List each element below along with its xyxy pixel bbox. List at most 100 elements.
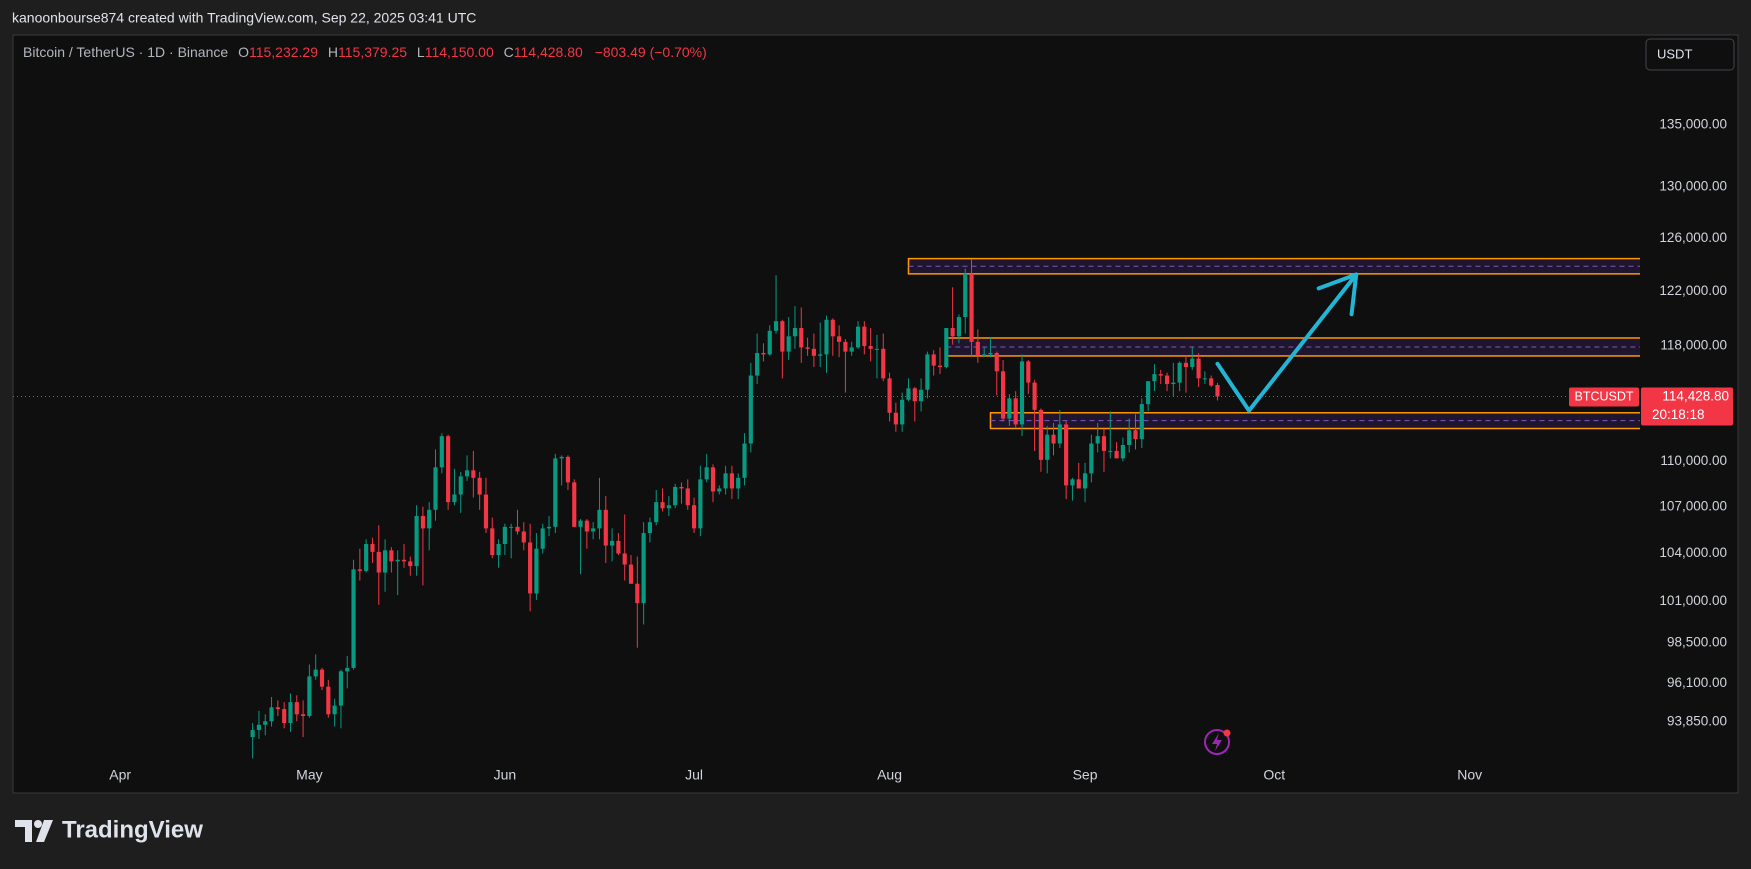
candle-body — [597, 509, 602, 529]
candle-body — [275, 707, 280, 710]
candle-body — [584, 520, 589, 532]
candle-body — [761, 353, 766, 355]
candle-body — [1158, 374, 1163, 376]
candle-body — [1171, 382, 1176, 385]
candle-body — [401, 559, 407, 562]
x-tick-label: Sep — [1073, 767, 1098, 783]
candle-body — [1177, 362, 1182, 383]
candle-body — [654, 502, 659, 523]
legend-value: 114,428.80 — [514, 44, 583, 60]
candle-body — [685, 488, 690, 506]
candle-body — [521, 531, 526, 543]
candle-body — [263, 721, 268, 725]
candle-body — [1120, 444, 1125, 459]
candle-body — [1127, 430, 1132, 445]
price-tag — [1641, 387, 1733, 426]
candle-body — [414, 515, 419, 567]
candle-body — [427, 509, 432, 529]
candle-body — [313, 669, 318, 677]
candle-body — [1051, 434, 1056, 444]
arrow-head — [1316, 272, 1359, 317]
candle-body — [824, 319, 829, 355]
candle-body — [433, 467, 438, 510]
legend-value: 114,150.00 — [425, 44, 494, 60]
candle-body — [666, 505, 671, 509]
candle-body — [307, 676, 312, 717]
candle-body — [540, 528, 545, 549]
candle-body — [635, 583, 640, 604]
candle-body — [326, 686, 331, 715]
candle-body — [357, 569, 362, 571]
y-tick-label: 93,850.00 — [1667, 714, 1727, 729]
candle-body — [269, 707, 274, 722]
candle-body — [1183, 362, 1189, 368]
candle-body — [490, 528, 495, 556]
candle-body — [578, 520, 583, 527]
candle-body — [1000, 371, 1006, 419]
alert-icon[interactable] — [1204, 729, 1231, 755]
x-tick-label: Jun — [494, 767, 517, 783]
candle-body — [691, 505, 697, 529]
candle-body — [1070, 479, 1075, 486]
x-tick-label: Jul — [685, 767, 703, 783]
candle-body — [301, 714, 306, 717]
symbol-tag-label: BTCUSDT — [1574, 389, 1633, 403]
currency-button[interactable] — [1645, 38, 1735, 71]
candle-body — [641, 533, 646, 604]
candle-body — [755, 353, 760, 376]
candle-body — [868, 346, 873, 349]
candle-body — [742, 443, 747, 478]
candle-body — [376, 551, 381, 573]
candle-body — [553, 458, 558, 527]
candle-body — [944, 328, 949, 368]
candle-body — [572, 482, 577, 527]
candle-body — [963, 273, 968, 318]
candle-body — [925, 354, 930, 390]
legend-key: H — [328, 44, 338, 60]
logo-mark — [36, 820, 53, 842]
candle-body — [1057, 424, 1062, 444]
logo-mark — [15, 820, 32, 842]
candle-body — [565, 456, 571, 483]
x-tick-label: Aug — [877, 767, 902, 783]
legend: Bitcoin / TetherUS · 1D · Binance O115,2… — [23, 44, 707, 60]
price-tag-label: 114,428.80 — [1662, 389, 1729, 404]
legend-value: 115,232.29 — [249, 44, 318, 60]
candle-body — [862, 326, 867, 347]
candle-body — [1215, 385, 1220, 397]
candle-body — [786, 336, 791, 352]
candle-body — [477, 477, 482, 495]
candle-body — [748, 375, 753, 444]
candle-body — [446, 436, 451, 503]
candle-body — [591, 528, 596, 532]
candle-body — [969, 273, 974, 342]
candle-body — [988, 353, 993, 355]
candle-body — [994, 353, 999, 372]
legend-change: −803.49 (−0.70%) — [595, 44, 707, 60]
y-tick-label: 135,000.00 — [1659, 117, 1727, 132]
candle-body — [509, 526, 514, 528]
candle-body — [799, 328, 804, 348]
candle-body — [1013, 398, 1018, 425]
legend-value: 115,379.25 — [338, 44, 407, 60]
candle-body — [717, 488, 722, 492]
candle-body — [1202, 378, 1207, 380]
x-tick-label: May — [296, 767, 322, 783]
candle-body — [673, 486, 678, 506]
candle-body — [1139, 404, 1144, 440]
alert-bolt — [1212, 733, 1222, 751]
candle-body — [773, 321, 779, 331]
candle-body — [1101, 436, 1107, 451]
candle-body — [364, 544, 369, 571]
candle-body — [408, 561, 413, 567]
y-tick-label: 118,000.00 — [1660, 338, 1727, 353]
candle-body — [698, 479, 703, 529]
candle-body — [1045, 434, 1050, 460]
symbol-tag — [1569, 387, 1639, 407]
y-tick-label: 130,000.00 — [1659, 179, 1727, 194]
candle-body — [1164, 375, 1170, 385]
candle-body — [559, 456, 564, 459]
x-tick-label: Nov — [1457, 767, 1482, 783]
